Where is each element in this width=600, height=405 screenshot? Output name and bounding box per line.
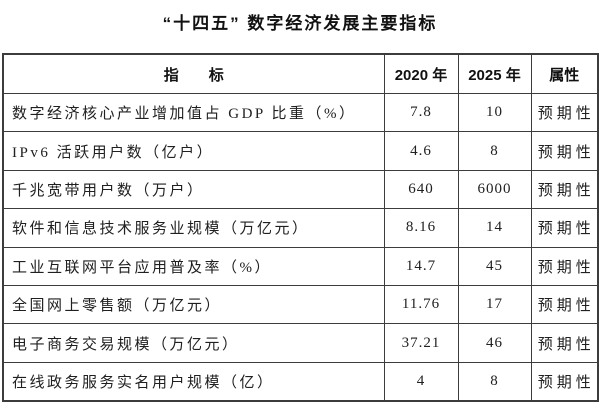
value-2025-cell: 17	[457, 284, 532, 325]
value-2025-cell: 14	[457, 208, 532, 248]
value-2020-cell: 37.21	[383, 323, 459, 363]
indicator-cell: 千兆宽带用户数（万户）	[2, 169, 385, 210]
value-2025-cell: 6000	[457, 169, 532, 210]
attribute-cell: 预期性	[530, 92, 599, 133]
attribute-cell: 预期性	[530, 323, 599, 363]
header-2020: 2020 年	[383, 53, 459, 94]
indicator-cell: 软件和信息技术服务业规模（万亿元）	[2, 208, 385, 248]
header-2025: 2025 年	[457, 53, 532, 94]
indicator-cell: 工业互联网平台应用普及率（%）	[2, 246, 385, 286]
table-row: 在线政务服务实名用户规模（亿） 4 8 预期性	[2, 361, 599, 402]
value-2020-cell: 8.16	[383, 208, 459, 248]
table-row: IPv6 活跃用户数（亿户） 4.6 8 预期性	[2, 131, 599, 171]
table-header-row: 指 标 2020 年 2025 年 属性	[2, 53, 599, 94]
table-row: 数字经济核心产业增加值占 GDP 比重（%） 7.8 10 预期性	[2, 92, 599, 133]
table-row: 电子商务交易规模（万亿元） 37.21 46 预期性	[2, 323, 599, 363]
attribute-cell: 预期性	[530, 361, 599, 402]
attribute-cell: 预期性	[530, 208, 599, 248]
indicator-cell: 全国网上零售额（万亿元）	[2, 284, 385, 325]
value-2025-cell: 10	[457, 92, 532, 133]
value-2020-cell: 640	[383, 169, 459, 210]
indicator-cell: 在线政务服务实名用户规模（亿）	[2, 361, 385, 402]
value-2020-cell: 7.8	[383, 92, 459, 133]
value-2020-cell: 14.7	[383, 246, 459, 286]
value-2025-cell: 8	[457, 131, 532, 171]
table-row: 全国网上零售额（万亿元） 11.76 17 预期性	[2, 284, 599, 325]
table-row: 软件和信息技术服务业规模（万亿元） 8.16 14 预期性	[2, 208, 599, 248]
attribute-cell: 预期性	[530, 169, 599, 210]
indicator-cell: 电子商务交易规模（万亿元）	[2, 323, 385, 363]
value-2025-cell: 46	[457, 323, 532, 363]
table-row: 千兆宽带用户数（万户） 640 6000 预期性	[2, 169, 599, 210]
value-2025-cell: 45	[457, 246, 532, 286]
attribute-cell: 预期性	[530, 131, 599, 171]
attribute-cell: 预期性	[530, 284, 599, 325]
indicator-cell: IPv6 活跃用户数（亿户）	[2, 131, 385, 171]
value-2020-cell: 11.76	[383, 284, 459, 325]
page-title: “十四五” 数字经济发展主要指标	[162, 14, 438, 33]
attribute-cell: 预期性	[530, 246, 599, 286]
header-indicator: 指 标	[2, 53, 385, 94]
value-2020-cell: 4.6	[383, 131, 459, 171]
header-attribute: 属性	[530, 53, 599, 94]
value-2025-cell: 8	[457, 361, 532, 402]
indicators-table: 指 标 2020 年 2025 年 属性 数字经济核心产业增加值占 GDP 比重…	[2, 53, 599, 403]
value-2020-cell: 4	[383, 361, 459, 402]
table-row: 工业互联网平台应用普及率（%） 14.7 45 预期性	[2, 246, 599, 286]
indicator-cell: 数字经济核心产业增加值占 GDP 比重（%）	[2, 92, 385, 133]
